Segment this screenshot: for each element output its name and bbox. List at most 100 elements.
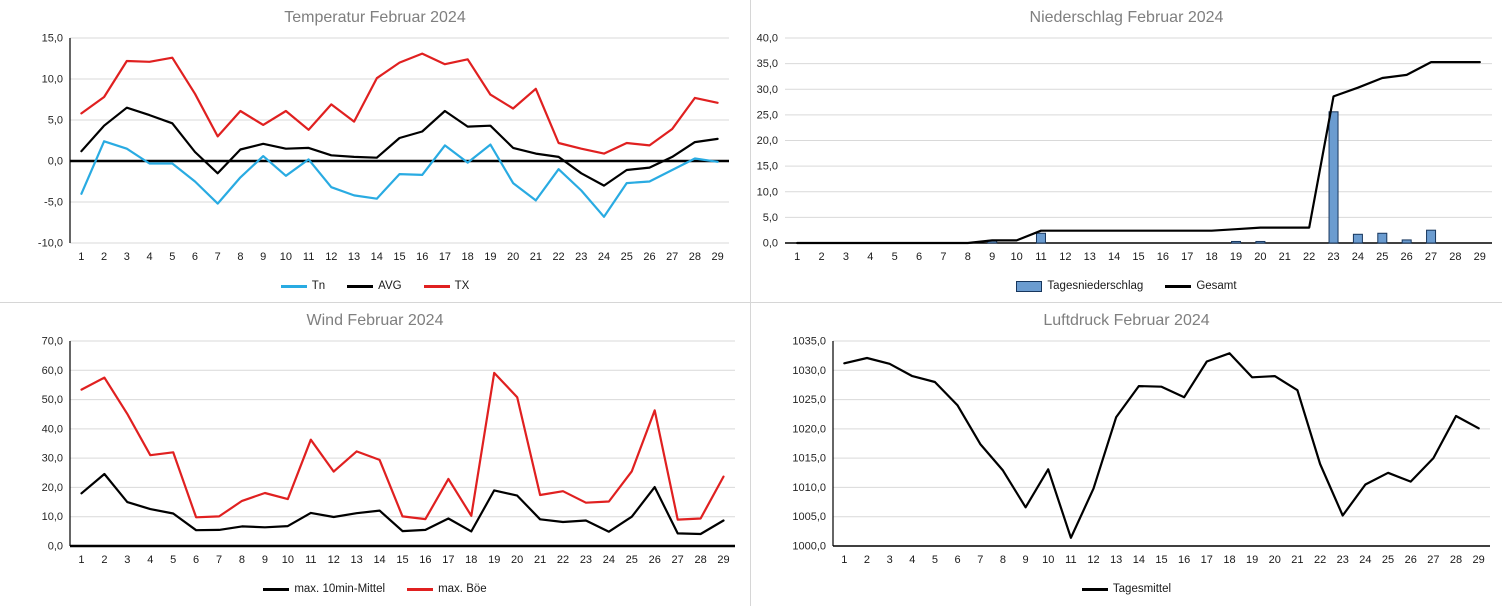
x-axis-day-label: 21	[534, 554, 546, 566]
x-axis-day-label: 21	[1279, 251, 1291, 263]
y-axis-tick-label: 20,0	[42, 482, 63, 494]
y-axis-tick-label: 30,0	[42, 453, 63, 465]
legend-item-tagesniederschlag: Tagesniederschlag	[1016, 280, 1143, 292]
wind-chart-panel: Wind Februar 2024 0,0 10,0 20,0 30,0 40,0 50,…	[0, 303, 751, 606]
legend-swatch-tagesniederschlag	[1016, 280, 1043, 292]
legend-item-gesamt: Gesamt	[1165, 280, 1237, 292]
y-axis-tick-label: 70,0	[42, 336, 63, 348]
x-axis-day-label: 27	[1427, 554, 1439, 566]
legend-item-tagesmittel: Tagesmittel	[1081, 583, 1171, 595]
legend-item-tx: TX	[423, 280, 470, 292]
legend-swatch-gesamt	[1165, 284, 1192, 288]
x-axis-day-label: 11	[305, 554, 316, 566]
y-axis-tick-label: 1030,0	[792, 365, 826, 377]
x-axis-day-label: 12	[325, 251, 337, 263]
x-axis-day-label: 3	[887, 554, 893, 566]
x-axis-day-label: 25	[1376, 251, 1388, 263]
x-axis-day-label: 10	[1010, 251, 1022, 263]
x-axis-day-label: 24	[598, 251, 610, 263]
x-axis-day-label: 18	[465, 554, 477, 566]
x-axis-day-label: 6	[955, 554, 961, 566]
x-axis-day-label: 11	[303, 251, 314, 263]
x-axis-day-label: 13	[351, 554, 363, 566]
x-axis-day-label: 17	[442, 554, 454, 566]
x-axis-day-label: 9	[1023, 554, 1029, 566]
x-axis-day-label: 23	[1337, 554, 1349, 566]
y-axis-tick-label: 0,0	[48, 541, 63, 553]
x-axis-day-label: 10	[1042, 554, 1054, 566]
x-axis-day-label: 1	[841, 554, 847, 566]
x-axis-day-label: 6	[916, 251, 922, 263]
x-axis-day-label: 2	[101, 251, 107, 263]
legend-label-tx: TX	[454, 280, 470, 292]
x-axis-day-label: 27	[672, 554, 684, 566]
precipitation-chart-panel: Niederschlag Februar 2024 0,0 5,0 10,0 15,0…	[751, 0, 1502, 303]
x-axis-day-label: 27	[1425, 251, 1437, 263]
legend-label-gesamt: Gesamt	[1196, 280, 1237, 292]
x-axis-day-label: 8	[237, 251, 243, 263]
avg-line	[80, 106, 719, 187]
x-axis-day-label: 3	[843, 251, 849, 263]
x-axis-day-label: 19	[488, 554, 500, 566]
x-axis-day-label: 21	[1291, 554, 1303, 566]
x-axis-day-label: 21	[530, 251, 542, 263]
legend-item-max-10min-mittel: max. 10min-Mittel	[263, 583, 385, 595]
x-axis-day-label: 17	[439, 251, 451, 263]
x-axis-day-label: 11	[1065, 554, 1076, 566]
x-axis-day-label: 5	[170, 554, 176, 566]
x-axis-day-label: 22	[552, 251, 564, 263]
tagesniederschlag-bar	[1352, 233, 1363, 244]
x-axis-day-label: 15	[396, 554, 408, 566]
x-axis-day-label: 15	[393, 251, 405, 263]
x-axis-day-label: 17	[1201, 554, 1213, 566]
pressure-chart-legend: Tagesmittel	[751, 578, 1502, 600]
chart-title: Temperatur Februar 2024	[284, 9, 466, 26]
tagesmittel-line	[843, 352, 1480, 539]
max-boee-line	[80, 371, 725, 521]
x-axis-day-label: 14	[371, 251, 383, 263]
legend-label-max-10min-mittel: max. 10min-Mittel	[294, 583, 386, 595]
y-axis-tick-label: 1015,0	[792, 453, 826, 465]
x-axis-day-label: 11	[1035, 251, 1046, 263]
x-axis-day-label: 22	[1314, 554, 1326, 566]
legend-swatch-max-10min-mittel	[263, 587, 290, 591]
x-axis-day-label: 13	[348, 251, 360, 263]
x-axis-day-label: 16	[416, 251, 428, 263]
x-axis-day-label: 29	[712, 251, 724, 263]
y-axis-tick-label: 1025,0	[792, 394, 826, 406]
legend-swatch-tx	[423, 284, 450, 288]
x-axis-day-label: 12	[328, 554, 340, 566]
legend-item-tn: Tn	[280, 280, 326, 292]
x-axis-day-label: 28	[689, 251, 701, 263]
chart-title: Luftdruck Februar 2024	[1043, 312, 1210, 329]
legend-swatch-tn	[280, 284, 307, 288]
tn-line	[80, 140, 719, 218]
x-axis-day-label: 24	[1359, 554, 1371, 566]
wind-chart-legend: max. 10min-Mittel max. Böe	[0, 578, 750, 600]
y-axis-tick-label: 25,0	[757, 109, 778, 121]
legend-label-tn: Tn	[311, 280, 326, 292]
x-axis-day-label: 17	[1181, 251, 1193, 263]
y-axis-tick-label: 15,0	[757, 161, 778, 173]
chart-title: Wind Februar 2024	[306, 312, 444, 329]
x-axis-day-label: 14	[1133, 554, 1145, 566]
precipitation-chart-legend: Tagesniederschlag Gesamt	[751, 275, 1502, 297]
x-axis-day-label: 8	[965, 251, 971, 263]
x-axis-day-label: 24	[603, 554, 615, 566]
x-axis-day-label: 13	[1110, 554, 1122, 566]
y-axis-tick-label: 60,0	[42, 365, 63, 377]
x-axis-day-label: 6	[193, 554, 199, 566]
legend-label-max-boee: max. Böe	[438, 583, 487, 595]
chart-title: Niederschlag Februar 2024	[1029, 9, 1224, 26]
x-axis-day-label: 2	[101, 554, 107, 566]
y-axis-tick-label: -5,0	[44, 197, 63, 209]
x-axis-day-label: 15	[1155, 554, 1167, 566]
y-axis-tick-label: 40,0	[757, 33, 778, 45]
x-axis-day-label: 19	[484, 251, 496, 263]
temperature-chart-panel: Temperatur Februar 2024 -10,0 -5,0 0,0 5,0 1…	[0, 0, 751, 303]
x-axis-day-label: 19	[1246, 554, 1258, 566]
x-axis-day-label: 29	[717, 554, 729, 566]
x-axis-day-label: 15	[1132, 251, 1144, 263]
y-axis-tick-label: 10,0	[42, 511, 63, 523]
tagesniederschlag-bar	[1231, 240, 1242, 244]
